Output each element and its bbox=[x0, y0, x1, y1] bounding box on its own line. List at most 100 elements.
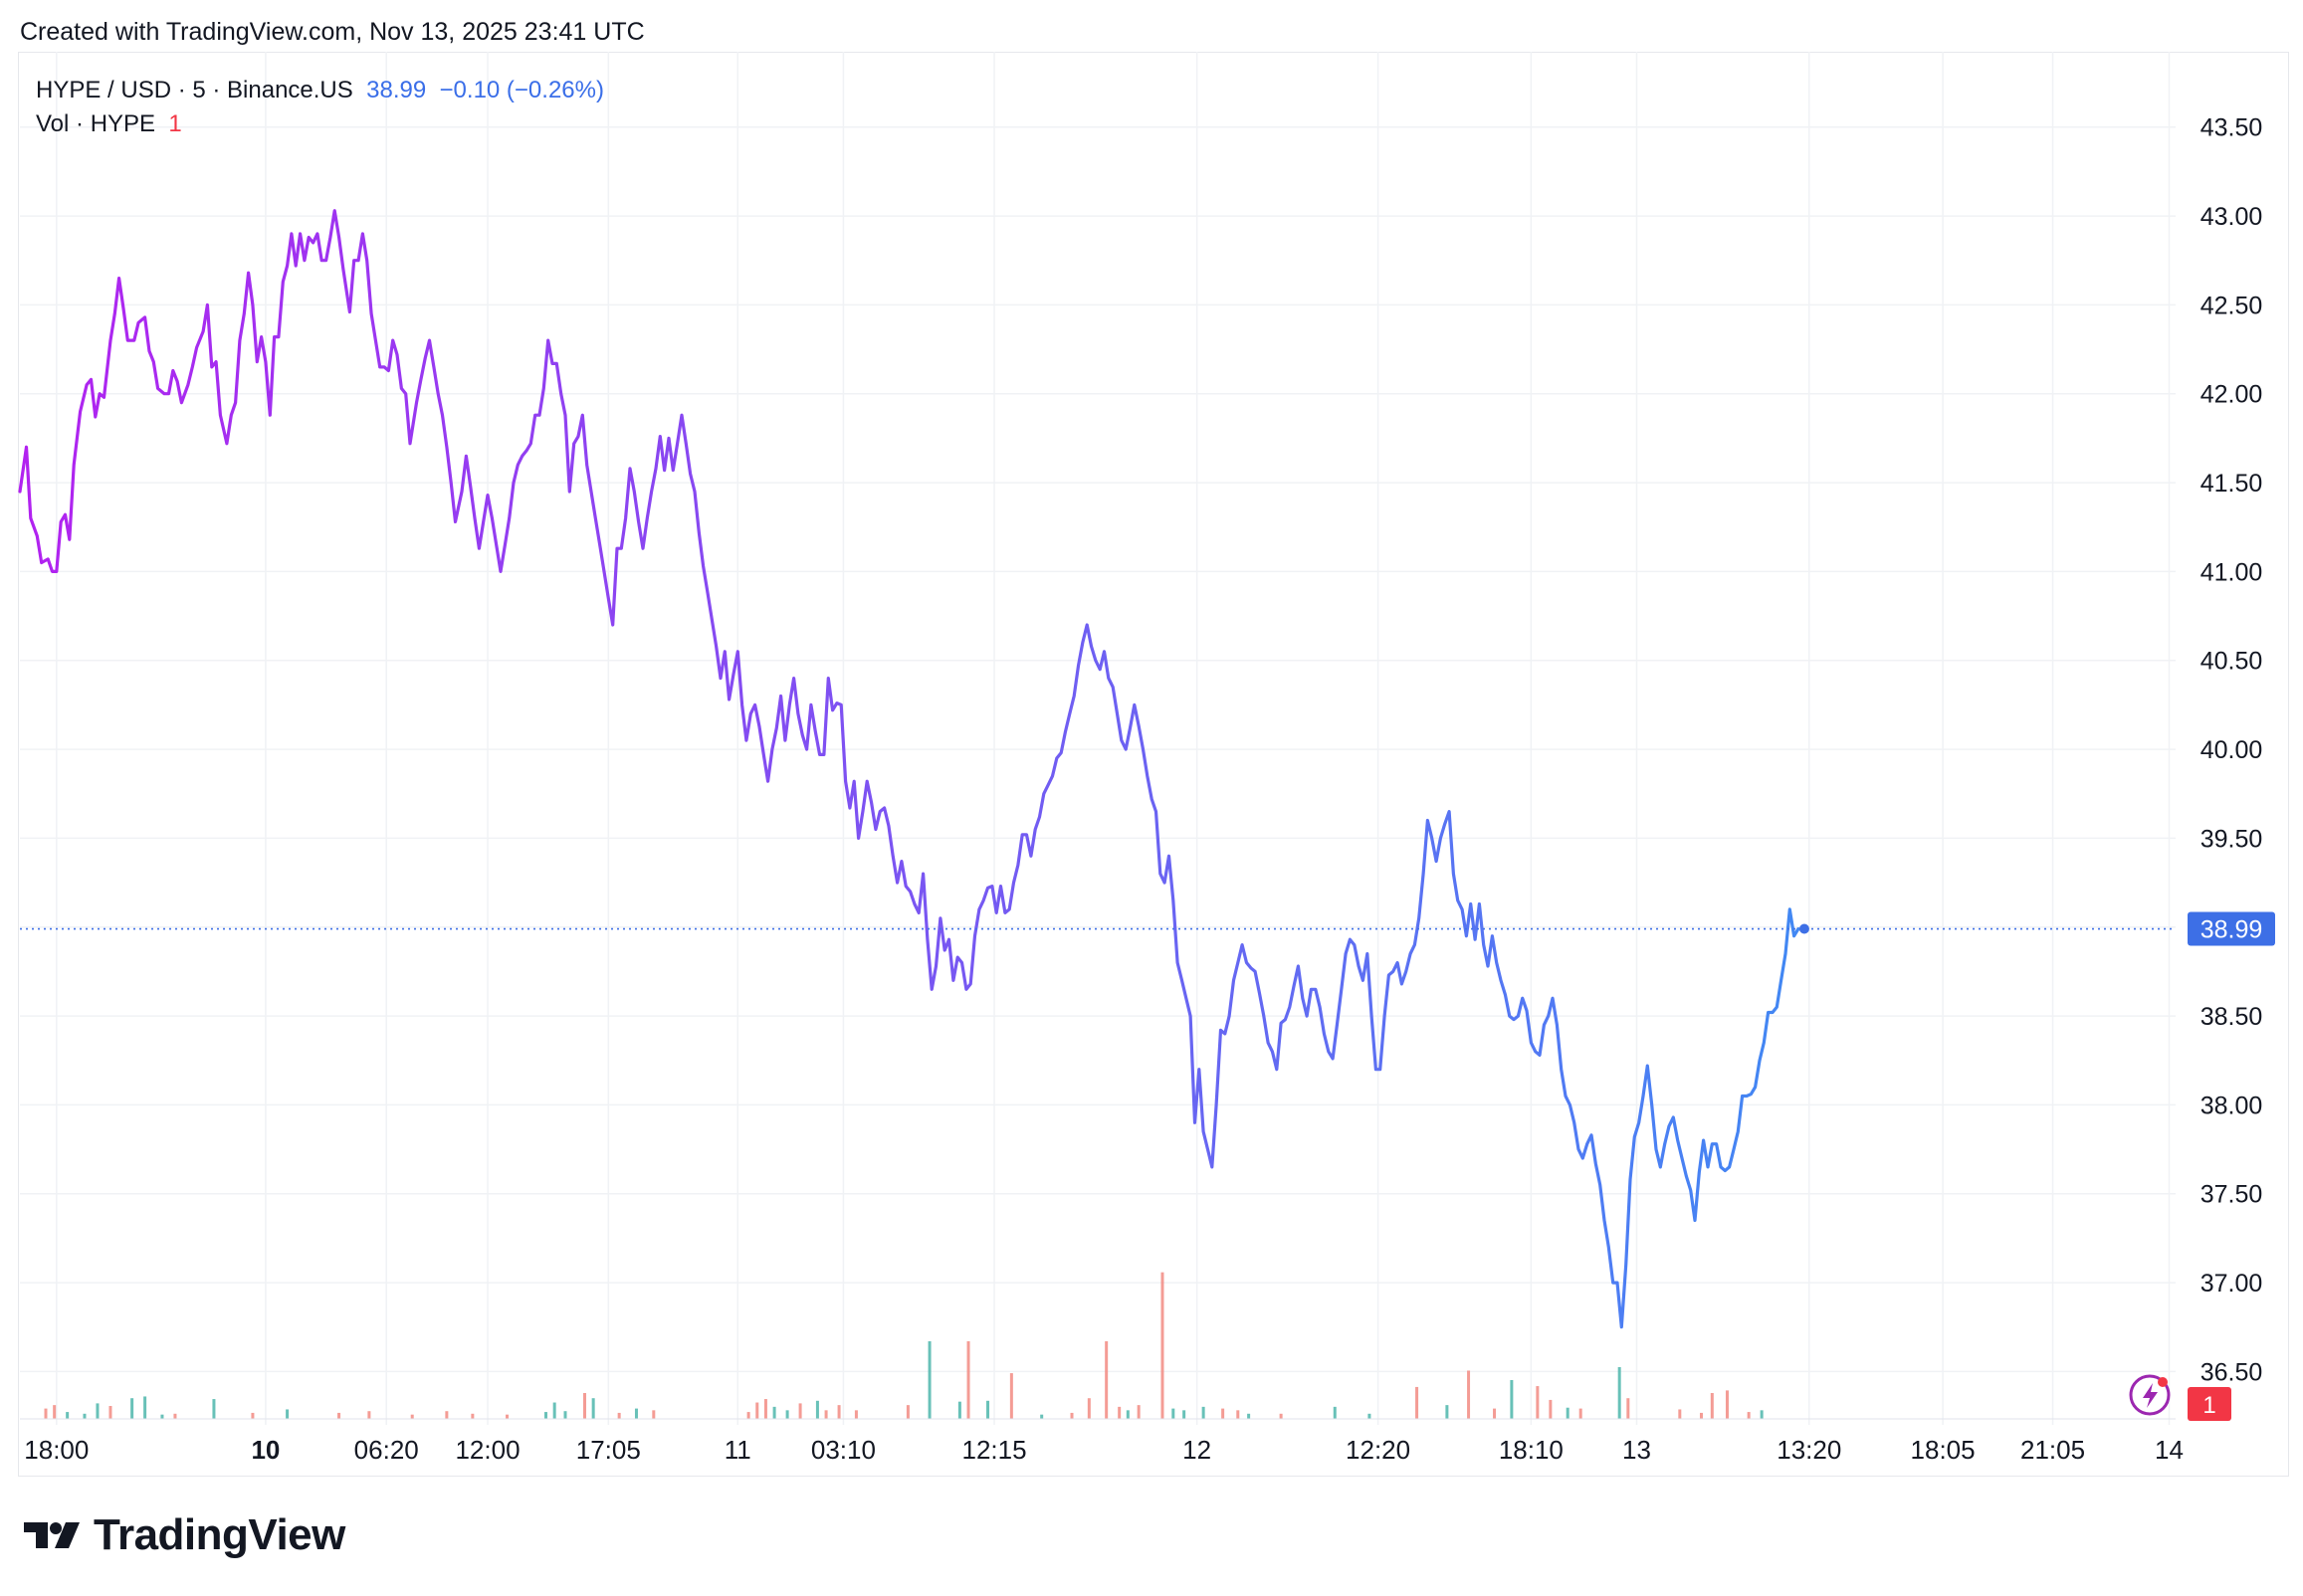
volume-bar bbox=[1221, 1408, 1225, 1419]
volume-bar bbox=[824, 1410, 828, 1419]
volume-tag-label: 1 bbox=[2202, 1392, 2215, 1419]
x-tick-label: 13 bbox=[1622, 1435, 1651, 1465]
volume-bar bbox=[251, 1412, 255, 1419]
y-tick-label: 43.00 bbox=[2200, 203, 2263, 231]
volume-bar bbox=[367, 1411, 371, 1419]
y-tick-label: 37.50 bbox=[2200, 1181, 2263, 1209]
y-tick-label: 42.00 bbox=[2200, 381, 2263, 409]
volume-bar bbox=[1617, 1367, 1621, 1419]
volume-bar bbox=[1725, 1390, 1729, 1419]
volume-bar bbox=[837, 1405, 841, 1419]
volume-bar bbox=[1699, 1412, 1703, 1419]
y-tick-label: 38.00 bbox=[2200, 1092, 2263, 1119]
volume-bar bbox=[66, 1412, 70, 1419]
x-tick-label: 03:10 bbox=[811, 1435, 876, 1465]
tradingview-logo-icon bbox=[24, 1522, 80, 1548]
price-line bbox=[18, 209, 1800, 1329]
notification-dot bbox=[2158, 1377, 2168, 1387]
x-tick-label: 18:00 bbox=[24, 1435, 89, 1465]
volume-bar bbox=[1415, 1386, 1419, 1419]
volume-bar bbox=[772, 1406, 776, 1419]
tradingview-wordmark: TradingView bbox=[94, 1510, 345, 1559]
volume-bar bbox=[591, 1398, 595, 1419]
y-tick-label: 43.50 bbox=[2200, 114, 2263, 142]
y-tick-label: 41.00 bbox=[2200, 558, 2263, 586]
x-tick-label: 14 bbox=[2155, 1435, 2184, 1465]
volume-bar bbox=[1105, 1341, 1109, 1419]
legend-row-volume: Vol · HYPE 1 bbox=[36, 107, 604, 141]
volume-bar bbox=[634, 1408, 638, 1419]
volume-bar bbox=[1247, 1413, 1251, 1419]
volume-bar bbox=[798, 1403, 802, 1419]
volume-bar bbox=[1536, 1386, 1540, 1419]
x-tick-label: 10 bbox=[251, 1435, 280, 1465]
volume-bar bbox=[544, 1412, 548, 1419]
symbol-label[interactable]: HYPE / USD · 5 · Binance.US bbox=[36, 77, 353, 103]
lightning-icon[interactable] bbox=[2129, 1374, 2171, 1416]
volume-bar bbox=[755, 1402, 759, 1419]
volume-bar bbox=[563, 1411, 567, 1419]
volume-bar bbox=[552, 1402, 556, 1419]
y-tick-label: 38.50 bbox=[2200, 1003, 2263, 1031]
volume-bar bbox=[337, 1412, 341, 1419]
volume-bar bbox=[44, 1408, 48, 1419]
volume-bar bbox=[928, 1341, 932, 1419]
volume-bar bbox=[1182, 1410, 1186, 1419]
volume-bar bbox=[785, 1410, 789, 1419]
volume-bar bbox=[1137, 1405, 1141, 1419]
legend: HYPE / USD · 5 · Binance.US 38.99 −0.10 … bbox=[36, 74, 604, 141]
last-price-dot bbox=[1798, 923, 1809, 934]
grid bbox=[20, 52, 2176, 1425]
volume-label[interactable]: Vol · HYPE bbox=[36, 110, 156, 137]
x-tick-label: 06:20 bbox=[354, 1435, 419, 1465]
volume-bar bbox=[1040, 1414, 1044, 1419]
volume-bar bbox=[1126, 1410, 1130, 1419]
volume-bar bbox=[143, 1396, 147, 1419]
tradingview-logo[interactable]: TradingView bbox=[22, 1510, 345, 1560]
volume-bars bbox=[20, 1272, 2176, 1420]
price-value: 38.99 bbox=[366, 77, 427, 103]
volume-bar bbox=[1445, 1405, 1449, 1419]
volume-bar bbox=[1236, 1410, 1240, 1419]
volume-bar bbox=[854, 1410, 858, 1419]
chart-frame bbox=[18, 52, 2289, 1477]
price-series bbox=[18, 209, 2176, 1329]
legend-row-price: HYPE / USD · 5 · Binance.US 38.99 −0.10 … bbox=[36, 74, 604, 107]
volume-bar bbox=[1467, 1370, 1471, 1419]
last-price-tag-label: 38.99 bbox=[2200, 916, 2263, 944]
x-tick-label: 18:05 bbox=[1911, 1435, 1976, 1465]
time-axis[interactable]: 18:00 10 06:20 12:00 17:05 11 03:10 12:15 12 12:2… bbox=[24, 1435, 2184, 1465]
x-tick-label: 12:15 bbox=[961, 1435, 1026, 1465]
volume-bar bbox=[986, 1400, 990, 1419]
volume-bar bbox=[1201, 1406, 1205, 1419]
volume-bar bbox=[1367, 1413, 1371, 1419]
x-tick-label: 12:00 bbox=[455, 1435, 520, 1465]
volume-bar bbox=[1493, 1408, 1497, 1419]
volume-bar bbox=[410, 1414, 414, 1419]
volume-bar bbox=[957, 1401, 961, 1419]
volume-bar bbox=[53, 1405, 57, 1419]
volume-bar bbox=[1578, 1408, 1582, 1419]
volume-bar bbox=[1549, 1399, 1553, 1419]
x-tick-label: 12:20 bbox=[1346, 1435, 1410, 1465]
volume-bar bbox=[617, 1412, 621, 1419]
volume-bar bbox=[966, 1341, 970, 1419]
x-tick-label: 13:20 bbox=[1777, 1435, 1841, 1465]
volume-bar bbox=[286, 1409, 290, 1419]
price-axis[interactable]: 36.5037.0037.5038.0038.5039.0039.5040.00… bbox=[2129, 114, 2275, 1421]
y-tick-label: 37.00 bbox=[2200, 1270, 2263, 1297]
volume-bar bbox=[1333, 1406, 1337, 1419]
volume-bar bbox=[130, 1398, 134, 1419]
volume-bar bbox=[108, 1406, 112, 1419]
volume-bar bbox=[652, 1410, 656, 1419]
y-tick-label: 41.50 bbox=[2200, 470, 2263, 498]
volume-bar bbox=[173, 1413, 177, 1419]
volume-bar bbox=[1747, 1412, 1751, 1419]
price-change: −0.10 (−0.26%) bbox=[439, 77, 604, 103]
volume-bar bbox=[815, 1400, 819, 1419]
volume-bar bbox=[1009, 1373, 1013, 1419]
volume-value: 1 bbox=[168, 110, 182, 137]
y-tick-label: 40.00 bbox=[2200, 736, 2263, 764]
volume-bar bbox=[1279, 1413, 1283, 1419]
